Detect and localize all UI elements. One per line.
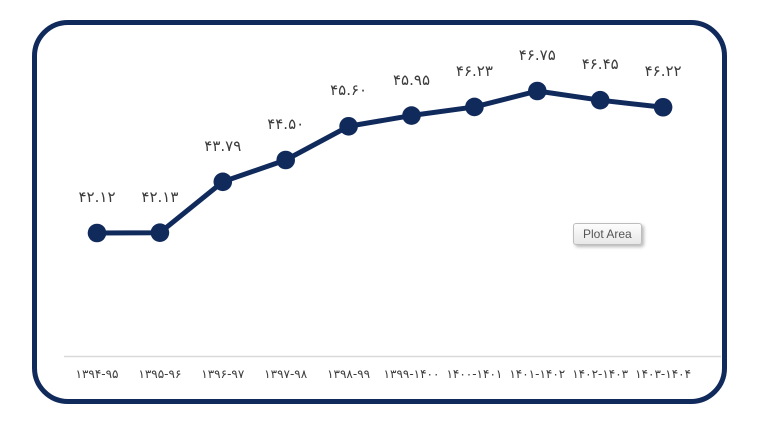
data-point-marker[interactable] — [150, 223, 170, 242]
data-point-marker[interactable] — [276, 150, 296, 170]
data-point-marker[interactable] — [87, 223, 107, 243]
data-point-marker[interactable] — [465, 97, 484, 117]
data-point-marker[interactable] — [339, 116, 358, 136]
data-point-marker[interactable] — [213, 172, 233, 192]
data-point-marker[interactable] — [590, 90, 610, 110]
data-point-marker[interactable] — [402, 106, 421, 125]
trend-line[interactable] — [94, 88, 666, 236]
chart-border — [32, 20, 727, 404]
data-point-marker[interactable] — [653, 97, 673, 117]
plot-area-tooltip: Plot Area — [573, 223, 642, 245]
data-point-marker[interactable] — [528, 81, 547, 101]
